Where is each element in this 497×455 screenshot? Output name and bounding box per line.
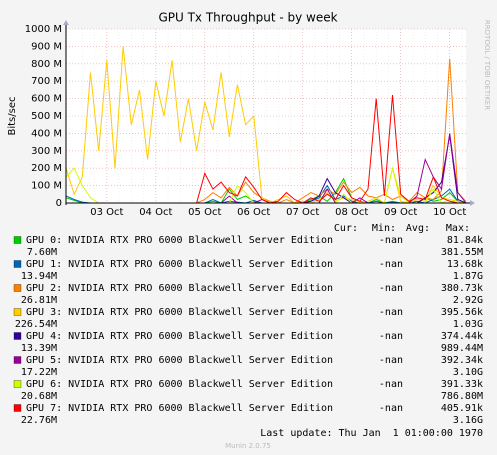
legend-swatch	[13, 260, 22, 268]
y-tick-label: 600 M	[31, 94, 62, 105]
legend-stat: 7.60M	[27, 247, 57, 258]
series-line	[65, 46, 467, 204]
credit: Munin 2.0.75	[225, 442, 271, 450]
x-tick-label: 08 Oct	[335, 207, 368, 218]
legend-stat: -nan	[379, 379, 403, 390]
legend-stat: -nan	[379, 259, 403, 270]
legend-label: GPU 7: NVIDIA RTX PRO 6000 Blackwell Ser…	[26, 403, 333, 414]
legend-label: GPU 3: NVIDIA RTX PRO 6000 Blackwell Ser…	[26, 307, 333, 318]
legend-header: Min:	[372, 223, 396, 234]
legend: Cur: Min: Avg: Max: GPU 0: NVIDIA RTX PRO 60…	[13, 223, 483, 426]
legend-stat: 2.92G	[453, 295, 483, 306]
legend-swatch	[13, 332, 22, 340]
legend-stat: 3.16G	[453, 415, 483, 426]
legend-stat: -nan	[379, 355, 403, 366]
legend-stat: -nan	[379, 235, 403, 246]
legend-header: Avg:	[406, 223, 430, 234]
chart-title: GPU Tx Throughput - by week	[158, 11, 337, 25]
axes	[63, 20, 475, 206]
x-tick-label: 06 Oct	[237, 207, 270, 218]
legend-stat: 22.76M	[21, 415, 57, 426]
y-axis-label: Bits/sec	[7, 97, 18, 136]
legend-stat: -nan	[379, 403, 403, 414]
legend-stat: 3.10G	[453, 367, 483, 378]
y-tick-label: 200 M	[31, 163, 62, 174]
legend-stat: 20.68M	[21, 391, 57, 402]
y-tick-label: 500 M	[31, 111, 62, 122]
legend-swatch	[13, 380, 22, 388]
legend-stat: 1.87G	[453, 271, 483, 282]
y-tick-label: 400 M	[31, 128, 62, 139]
legend-stat: 989.44M	[441, 343, 483, 354]
legend-swatch	[13, 404, 22, 412]
x-tick-label: 05 Oct	[188, 207, 221, 218]
legend-stat: 395.56k	[441, 307, 483, 318]
legend-stat: 1.03G	[453, 319, 483, 330]
legend-stat: 380.73k	[441, 283, 483, 294]
legend-label: GPU 4: NVIDIA RTX PRO 6000 Blackwell Ser…	[26, 331, 333, 342]
y-arrow	[63, 20, 69, 25]
legend-stat: 374.44k	[441, 331, 483, 342]
legend-label: GPU 2: NVIDIA RTX PRO 6000 Blackwell Ser…	[26, 283, 333, 294]
legend-stat: -nan	[379, 307, 403, 318]
legend-header: Cur:	[334, 223, 358, 234]
x-tick-label: 10 Oct	[433, 207, 466, 218]
watermark: RRDTOOL / TOBI OETIKER	[483, 20, 491, 110]
y-tick-label: 900 M	[31, 41, 62, 52]
legend-stat: 405.91k	[441, 403, 483, 414]
legend-stat: 381.55M	[441, 247, 483, 258]
legend-stat: 17.22M	[21, 367, 57, 378]
legend-swatch	[13, 284, 22, 292]
legend-swatch	[13, 356, 22, 364]
x-tick-label: 09 Oct	[384, 207, 417, 218]
legend-stat: 26.81M	[21, 295, 57, 306]
y-tick-label: 100 M	[31, 181, 62, 192]
x-arrow	[470, 200, 475, 206]
legend-stat: -nan	[379, 283, 403, 294]
legend-label: GPU 1: NVIDIA RTX PRO 6000 Blackwell Ser…	[26, 259, 333, 270]
legend-stat: 786.80M	[441, 391, 483, 402]
legend-stat: 13.39M	[21, 343, 57, 354]
y-tick-label: 300 M	[31, 146, 62, 157]
legend-stat: 81.84k	[447, 235, 483, 246]
y-tick-label: 800 M	[31, 59, 62, 70]
grid: 0 100 M 200 M 300 M 400 M 500 M 600 M 700 M 800 …	[25, 24, 467, 218]
legend-stat: 391.33k	[441, 379, 483, 390]
legend-swatch	[13, 308, 22, 316]
legend-stat: 392.34k	[441, 355, 483, 366]
legend-stat: 226.54M	[15, 319, 57, 330]
x-tick-label: 07 Oct	[286, 207, 319, 218]
legend-stat: 13.94M	[21, 271, 57, 282]
last-update: Last update: Thu Jan 1 01:00:00 1970	[260, 428, 483, 439]
x-tick-label: 03 Oct	[90, 207, 123, 218]
legend-label: GPU 6: NVIDIA RTX PRO 6000 Blackwell Ser…	[26, 379, 333, 390]
legend-header: Max:	[446, 223, 470, 234]
legend-label: GPU 5: NVIDIA RTX PRO 6000 Blackwell Ser…	[26, 355, 333, 366]
legend-stat: 13.68k	[447, 259, 483, 270]
legend-stat: -nan	[379, 331, 403, 342]
legend-label: GPU 0: NVIDIA RTX PRO 6000 Blackwell Ser…	[26, 235, 333, 246]
x-tick-label: 04 Oct	[139, 207, 172, 218]
y-tick-label: 1000 M	[25, 24, 62, 35]
legend-swatch	[13, 236, 22, 244]
y-tick-label: 700 M	[31, 76, 62, 87]
y-tick-label: 0	[56, 198, 62, 209]
